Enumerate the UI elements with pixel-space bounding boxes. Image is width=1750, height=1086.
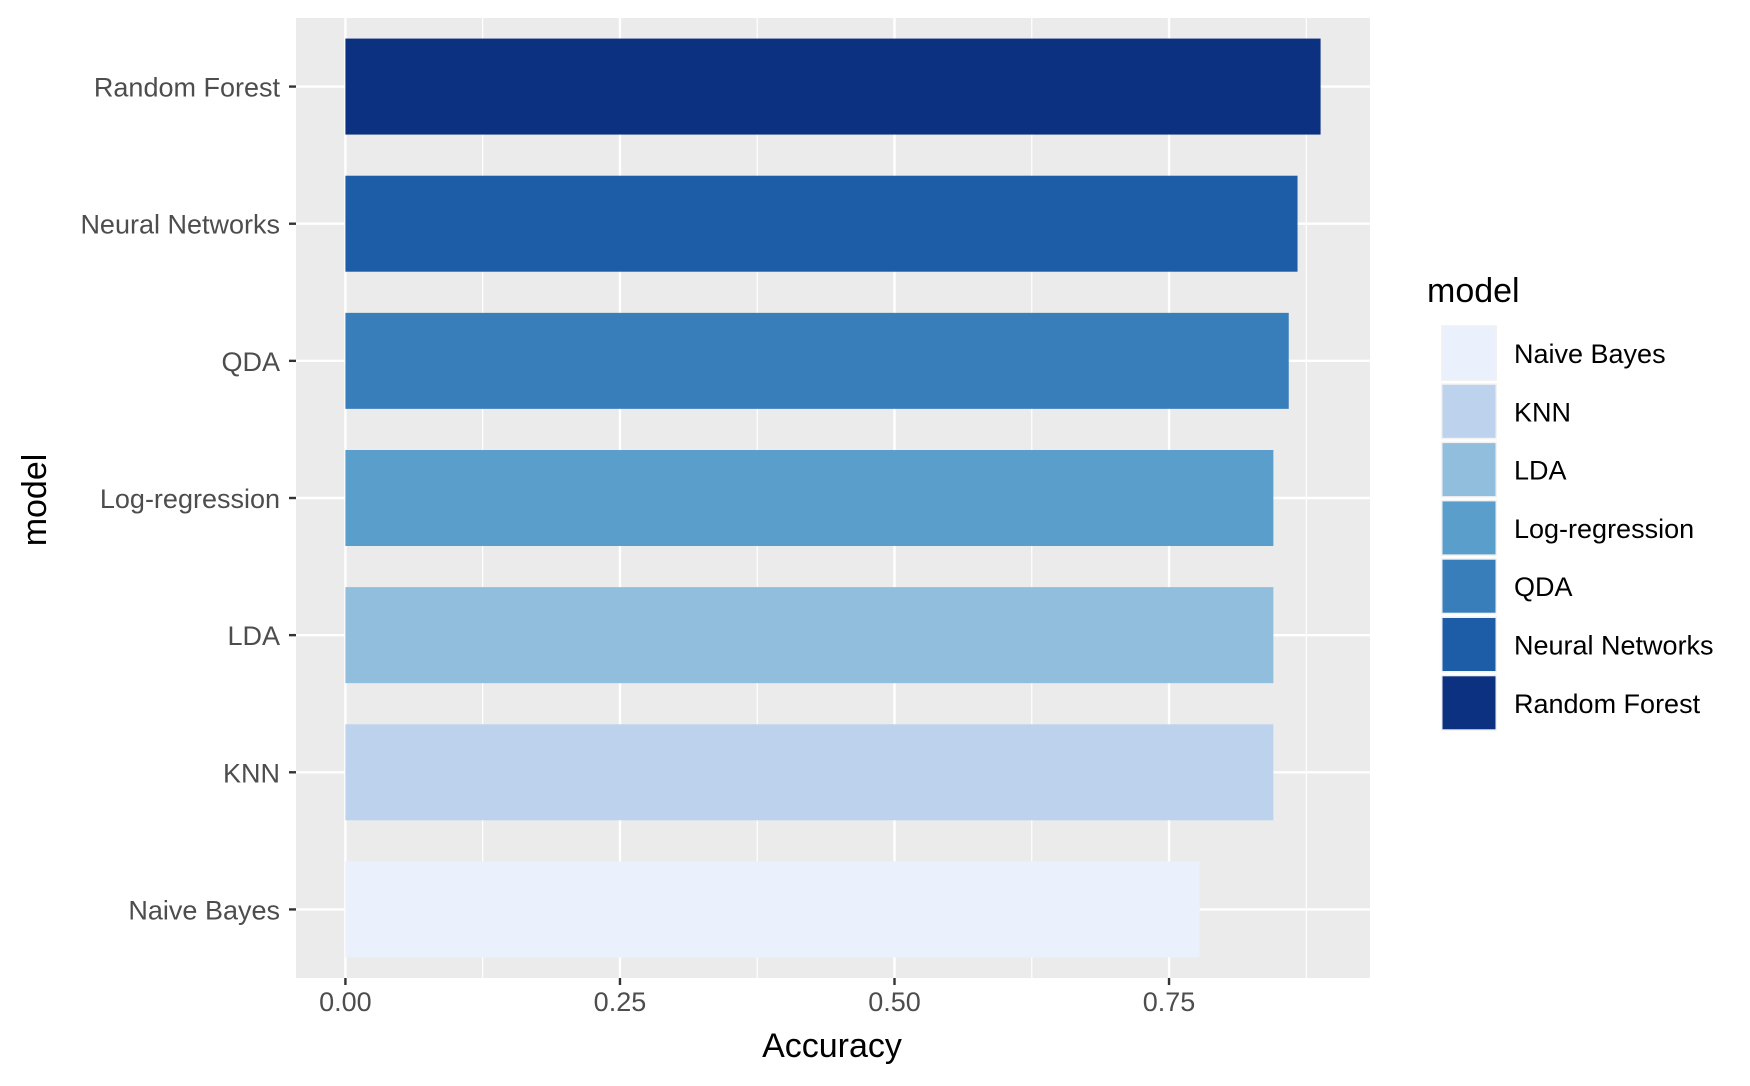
legend-swatch (1442, 326, 1496, 380)
legend-label: LDA (1514, 456, 1567, 486)
bar (345, 38, 1321, 135)
legend-swatch (1442, 559, 1496, 613)
bars-group (345, 38, 1321, 958)
legend-label: Random Forest (1514, 689, 1701, 719)
y-tick-label: QDA (221, 347, 280, 377)
y-tick-label: Neural Networks (80, 210, 280, 240)
bar (345, 587, 1274, 684)
x-axis: 0.00 0.25 0.50 0.75 (319, 978, 1195, 1017)
legend-label: Naive Bayes (1514, 339, 1666, 369)
bar (345, 724, 1274, 821)
legend-items: Naive Bayes KNN LDA Log-regression QDA Neural… (1441, 325, 1714, 731)
legend-swatch (1442, 384, 1496, 438)
legend-label: QDA (1514, 572, 1573, 602)
x-tick-label: 0.50 (868, 987, 921, 1017)
y-axis-title: model (16, 454, 54, 547)
bar (345, 175, 1298, 272)
bar (345, 312, 1289, 409)
legend-label: Neural Networks (1514, 631, 1714, 661)
x-tick-label: 0.00 (319, 987, 372, 1017)
legend-swatch (1442, 443, 1496, 497)
y-tick-label: KNN (223, 758, 280, 788)
bar (345, 450, 1274, 546)
x-axis-title: Accuracy (762, 1027, 902, 1065)
legend-label: KNN (1514, 397, 1571, 427)
y-tick-label: LDA (227, 621, 280, 651)
legend-label: Log-regression (1514, 514, 1694, 544)
legend-swatch (1442, 618, 1496, 671)
x-tick-label: 0.75 (1143, 987, 1196, 1017)
legend-swatch (1442, 501, 1496, 555)
legend: model Naive Bayes KNN LDA Log-regression QDA… (1427, 272, 1714, 731)
legend-swatch (1442, 676, 1496, 730)
legend-title: model (1427, 272, 1520, 310)
y-tick-label: Naive Bayes (128, 895, 280, 925)
y-tick-label: Random Forest (94, 73, 281, 103)
y-tick-label: Log-regression (100, 484, 280, 514)
y-axis: Naive Bayes KNN LDA Log-regression QDA Neural… (80, 73, 296, 925)
x-tick-label: 0.25 (594, 987, 647, 1017)
bar (345, 861, 1200, 958)
